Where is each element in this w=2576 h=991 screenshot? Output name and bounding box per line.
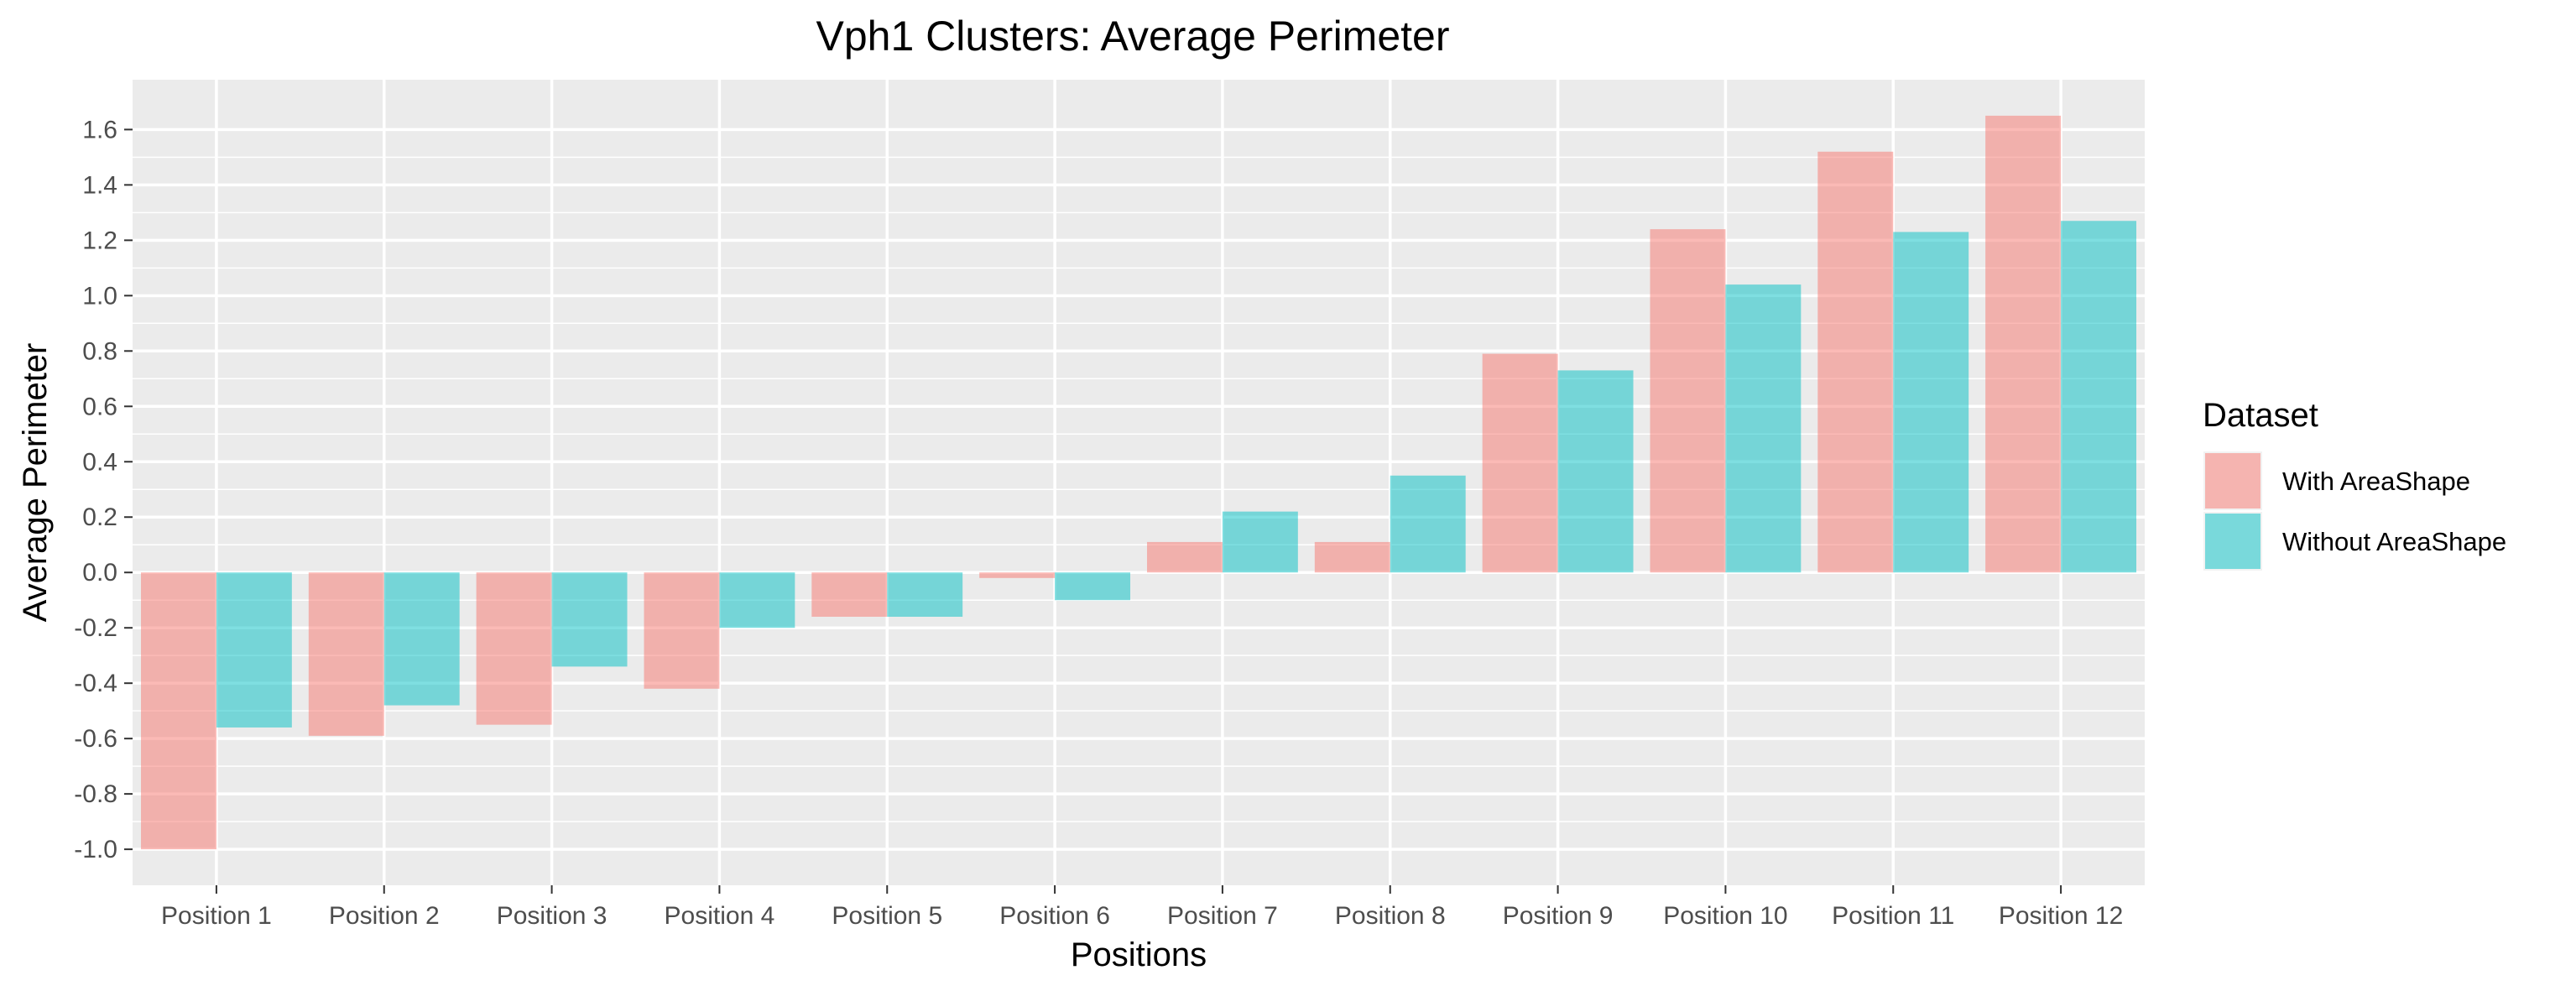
bar-with-areashape-8 (1314, 541, 1390, 573)
bar-without-areashape-9 (1557, 370, 1634, 573)
bar-with-areashape-9 (1482, 353, 1558, 573)
x-tick-label: Position 12 (1999, 902, 2123, 930)
y-tick-label: 0.4 (82, 448, 117, 476)
bar-with-areashape-4 (644, 572, 720, 689)
legend-label: Without AreaShape (2282, 527, 2506, 556)
y-tick-label: 0.6 (82, 393, 117, 420)
x-tick-label: Position 1 (161, 902, 272, 930)
bar-without-areashape-8 (1390, 475, 1466, 573)
grid-minor (133, 156, 2145, 822)
x-axis-title: Positions (1071, 936, 1207, 973)
plot-panel (133, 80, 2145, 885)
bar-with-areashape-10 (1650, 229, 1726, 573)
bar-with-areashape-5 (811, 572, 888, 617)
y-tick-label: -0.6 (74, 725, 117, 753)
legend-key-swatch (2205, 514, 2261, 569)
bar-with-areashape-1 (140, 572, 216, 850)
bar-without-areashape-1 (216, 572, 292, 728)
bar-with-areashape-7 (1146, 541, 1223, 573)
y-tick-label: 0.0 (82, 559, 117, 587)
y-tick-label: 1.4 (82, 171, 117, 199)
legend-key-swatch (2205, 453, 2261, 509)
y-tick-label: -0.4 (74, 670, 117, 697)
chart-title: Vph1 Clusters: Average Perimeter (816, 13, 1449, 60)
legend: Dataset With AreaShape Without AreaShape (2203, 397, 2506, 571)
bar-without-areashape-12 (2061, 221, 2137, 573)
bars (140, 115, 2137, 850)
y-tick-label: -0.8 (74, 780, 117, 808)
x-tick-label: Position 5 (832, 902, 942, 930)
x-tick-label: Position 11 (1832, 902, 1954, 930)
grid-major (133, 80, 2145, 885)
x-tick-label: Position 2 (329, 902, 440, 930)
bar-with-areashape-11 (1817, 151, 1894, 573)
bar-with-areashape-2 (308, 572, 384, 736)
bar-with-areashape-12 (1985, 115, 2062, 573)
legend-title: Dataset (2203, 397, 2318, 434)
x-tick-label: Position 10 (1663, 902, 1787, 930)
y-tick-label: -1.0 (74, 836, 117, 863)
x-tick-label: Position 4 (665, 902, 775, 930)
y-tick-label: -0.2 (74, 614, 117, 642)
bar-without-areashape-10 (1725, 284, 1802, 573)
bar-without-areashape-4 (719, 572, 795, 629)
x-tick-label: Position 6 (999, 902, 1110, 930)
x-tick-label: Position 8 (1335, 902, 1446, 930)
bar-with-areashape-3 (476, 572, 552, 725)
bar-with-areashape-6 (979, 572, 1056, 578)
bar-without-areashape-3 (551, 572, 628, 667)
y-tick-label: 1.2 (82, 227, 117, 254)
x-tick-label: Position 9 (1503, 902, 1614, 930)
x-tick-label: Position 7 (1167, 902, 1278, 930)
x-tick-label: Position 3 (497, 902, 607, 930)
bar-without-areashape-7 (1222, 511, 1298, 573)
y-axis: 1.6 1.4 1.2 1.0 0.8 0.6 0.4 0.2 0.0 -0.2 -0.4 -0.6 -… (74, 116, 133, 863)
bar-without-areashape-2 (383, 572, 460, 706)
legend-label: With AreaShape (2282, 467, 2470, 496)
y-tick-label: 0.8 (82, 337, 117, 365)
x-axis: Position 1 Position 2 Position 3 Position 4… (161, 885, 2123, 930)
y-axis-title: Average Perimeter (17, 343, 54, 623)
y-tick-label: 0.2 (82, 503, 117, 531)
y-tick-label: 1.0 (82, 282, 117, 310)
bar-without-areashape-5 (887, 572, 963, 617)
bar-without-areashape-6 (1055, 572, 1131, 601)
y-tick-label: 1.6 (82, 116, 117, 143)
bar-without-areashape-11 (1893, 232, 1969, 573)
